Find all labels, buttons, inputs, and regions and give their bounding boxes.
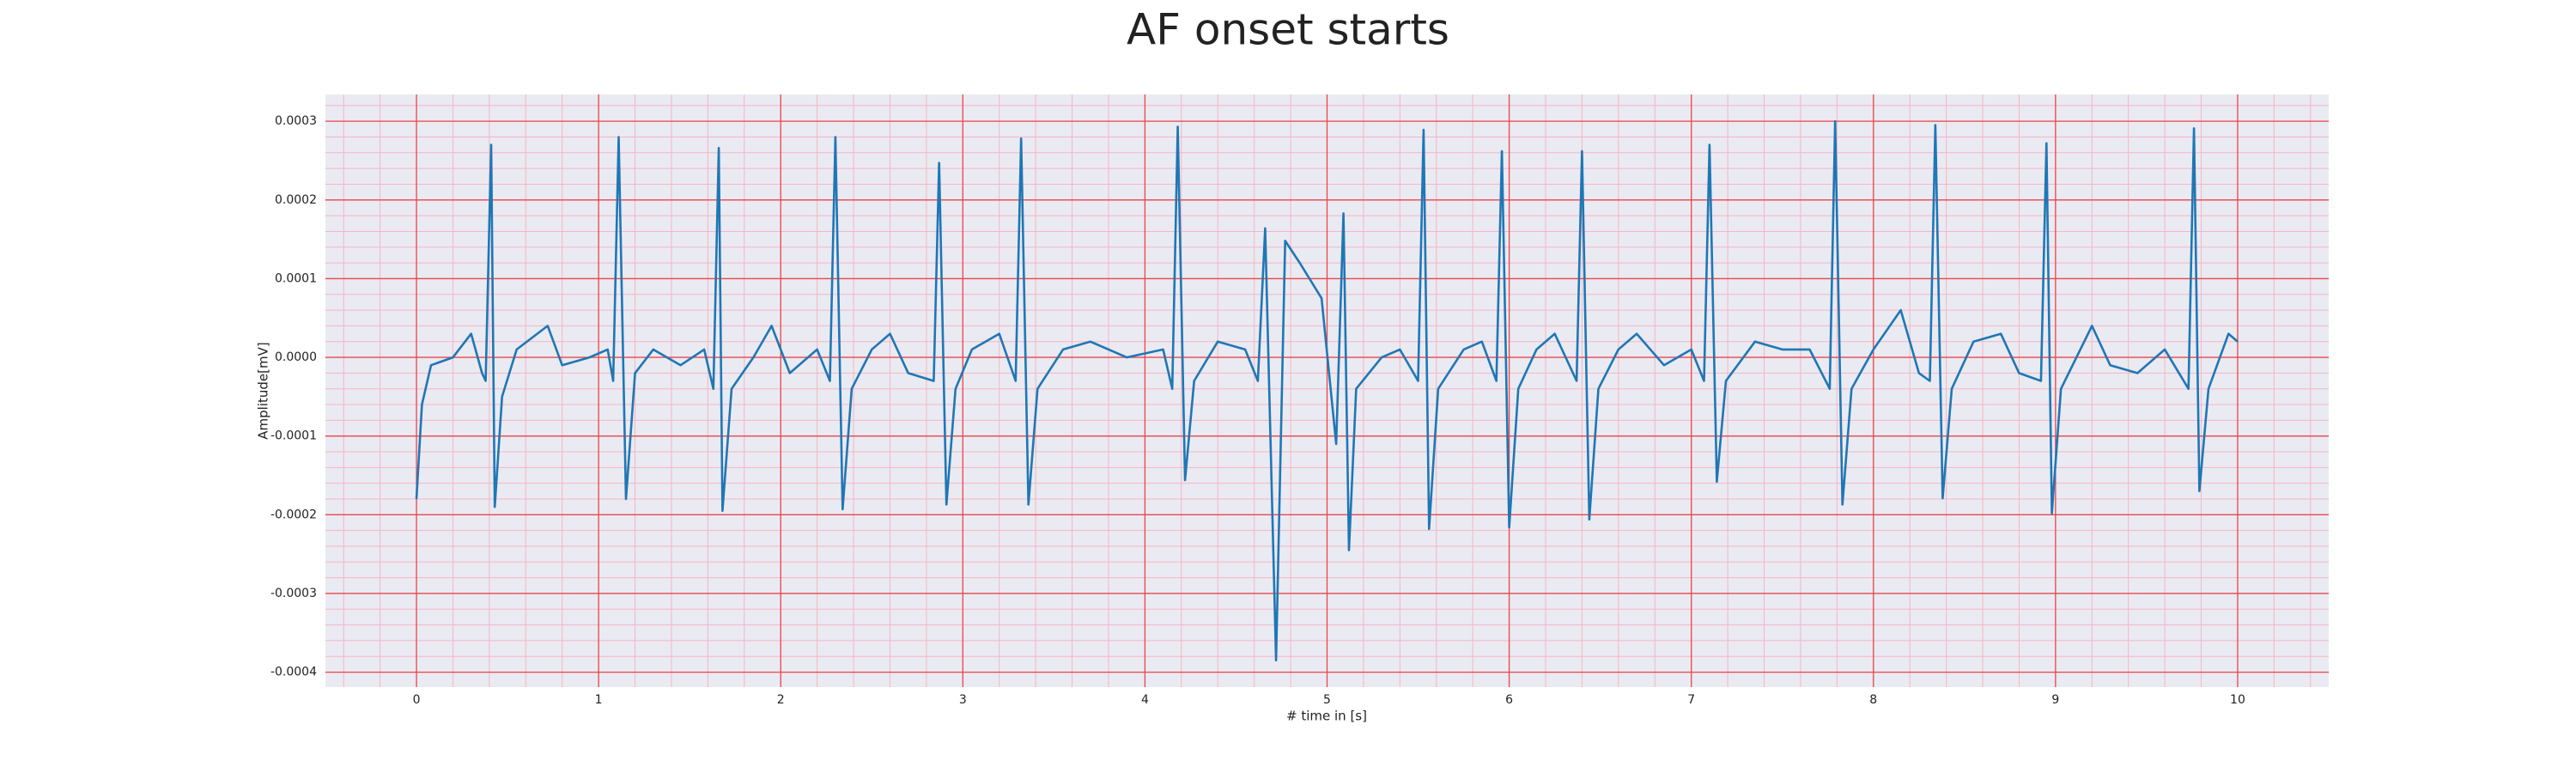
y-tick-label: -0.0001 (270, 429, 317, 443)
y-axis-label: Amplitude[mV] (256, 342, 271, 439)
x-tick-label: 4 (1141, 693, 1149, 707)
x-tick-label: 10 (2230, 693, 2245, 707)
x-tick-label: 0 (413, 693, 421, 707)
ecg-line (415, 119, 2239, 662)
chart-title: AF onset starts (1127, 5, 1449, 55)
x-tick-label: 9 (2051, 693, 2059, 707)
x-tick-label: 1 (595, 693, 603, 707)
x-tick-label: 8 (1869, 693, 1877, 707)
x-axis-label: # time in [s] (1286, 709, 1367, 724)
x-tick-label: 3 (959, 693, 967, 707)
y-tick-label: -0.0004 (270, 666, 317, 679)
y-tick-label: -0.0003 (270, 587, 317, 600)
y-tick-label: -0.0002 (270, 508, 317, 521)
x-tick-label: 6 (1505, 693, 1513, 707)
x-tick-label: 5 (1323, 693, 1331, 707)
y-tick-label: 0.0003 (275, 114, 317, 128)
y-tick-label: 0.0001 (275, 271, 317, 285)
x-tick-label: 7 (1687, 693, 1695, 707)
x-tick-label: 2 (777, 693, 785, 707)
y-tick-label: 0.0000 (275, 350, 317, 364)
y-tick-label: 0.0002 (275, 193, 317, 207)
